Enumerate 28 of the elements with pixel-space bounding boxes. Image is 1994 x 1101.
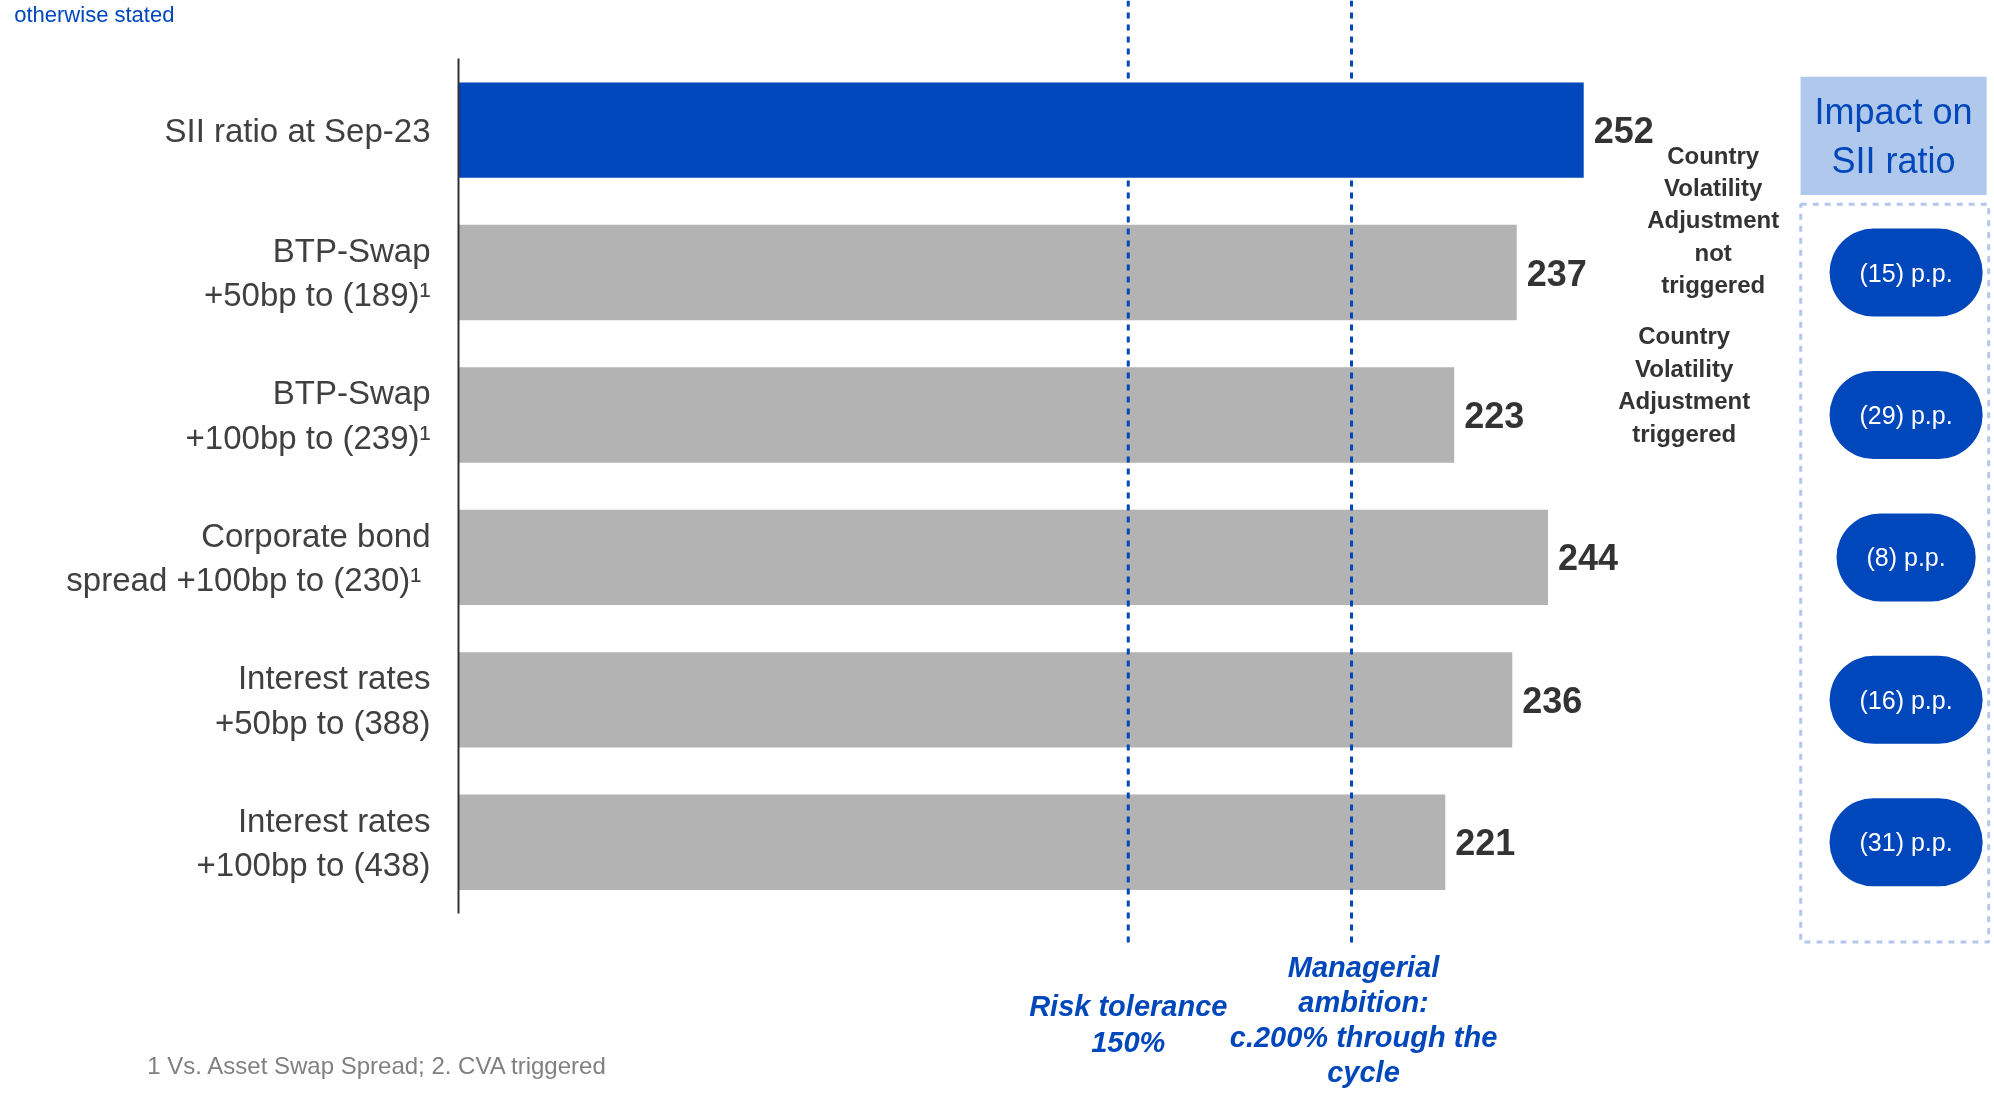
y-tick-label: BTP-Swap +100bp to (239)¹ [185,374,431,456]
ref-line-label: Risk tolerance 150% [1029,990,1228,1058]
bar [458,794,1446,890]
annotation: Impact on SII ratio [1814,90,1973,181]
bar [458,509,1548,606]
y-tick-label: Interest rates +50bp to (388) [214,659,431,741]
data-label: 244 [1557,537,1619,579]
bar [458,224,1517,321]
annotation: (29) p.p. [1859,400,1953,429]
data-label: 236 [1522,679,1583,721]
data-label: 252 [1593,110,1654,152]
y-tick-label: SII ratio at Sep-23 [164,111,431,149]
y-tick-label: BTP-Swap +50bp to (189)¹ [203,231,431,314]
annotation: (16) p.p. [1859,685,1953,714]
y-tick-label: Interest rates +100bp to (438) [196,801,431,883]
annotation: (31) p.p. [1859,828,1953,857]
data-label: 223 [1464,394,1525,436]
annotation: (15) p.p. [1859,258,1953,287]
annotation: (8) p.p. [1866,543,1946,572]
y-tick-label: Corporate bond spread +100bp to (230)¹ [66,516,431,599]
annotation: Country Volatility Adjustment triggered [1618,322,1751,447]
data-label: 237 [1526,252,1587,294]
text: 1 Vs. Asset Swap Spread; 2. CVA triggered [147,1052,606,1080]
ref-line-label: Managerial ambition: c.200% through the cycle [1229,950,1498,1089]
bar [458,652,1513,748]
text: otherwise stated [14,1,175,27]
data-label: 221 [1455,822,1516,864]
bar [458,367,1455,463]
